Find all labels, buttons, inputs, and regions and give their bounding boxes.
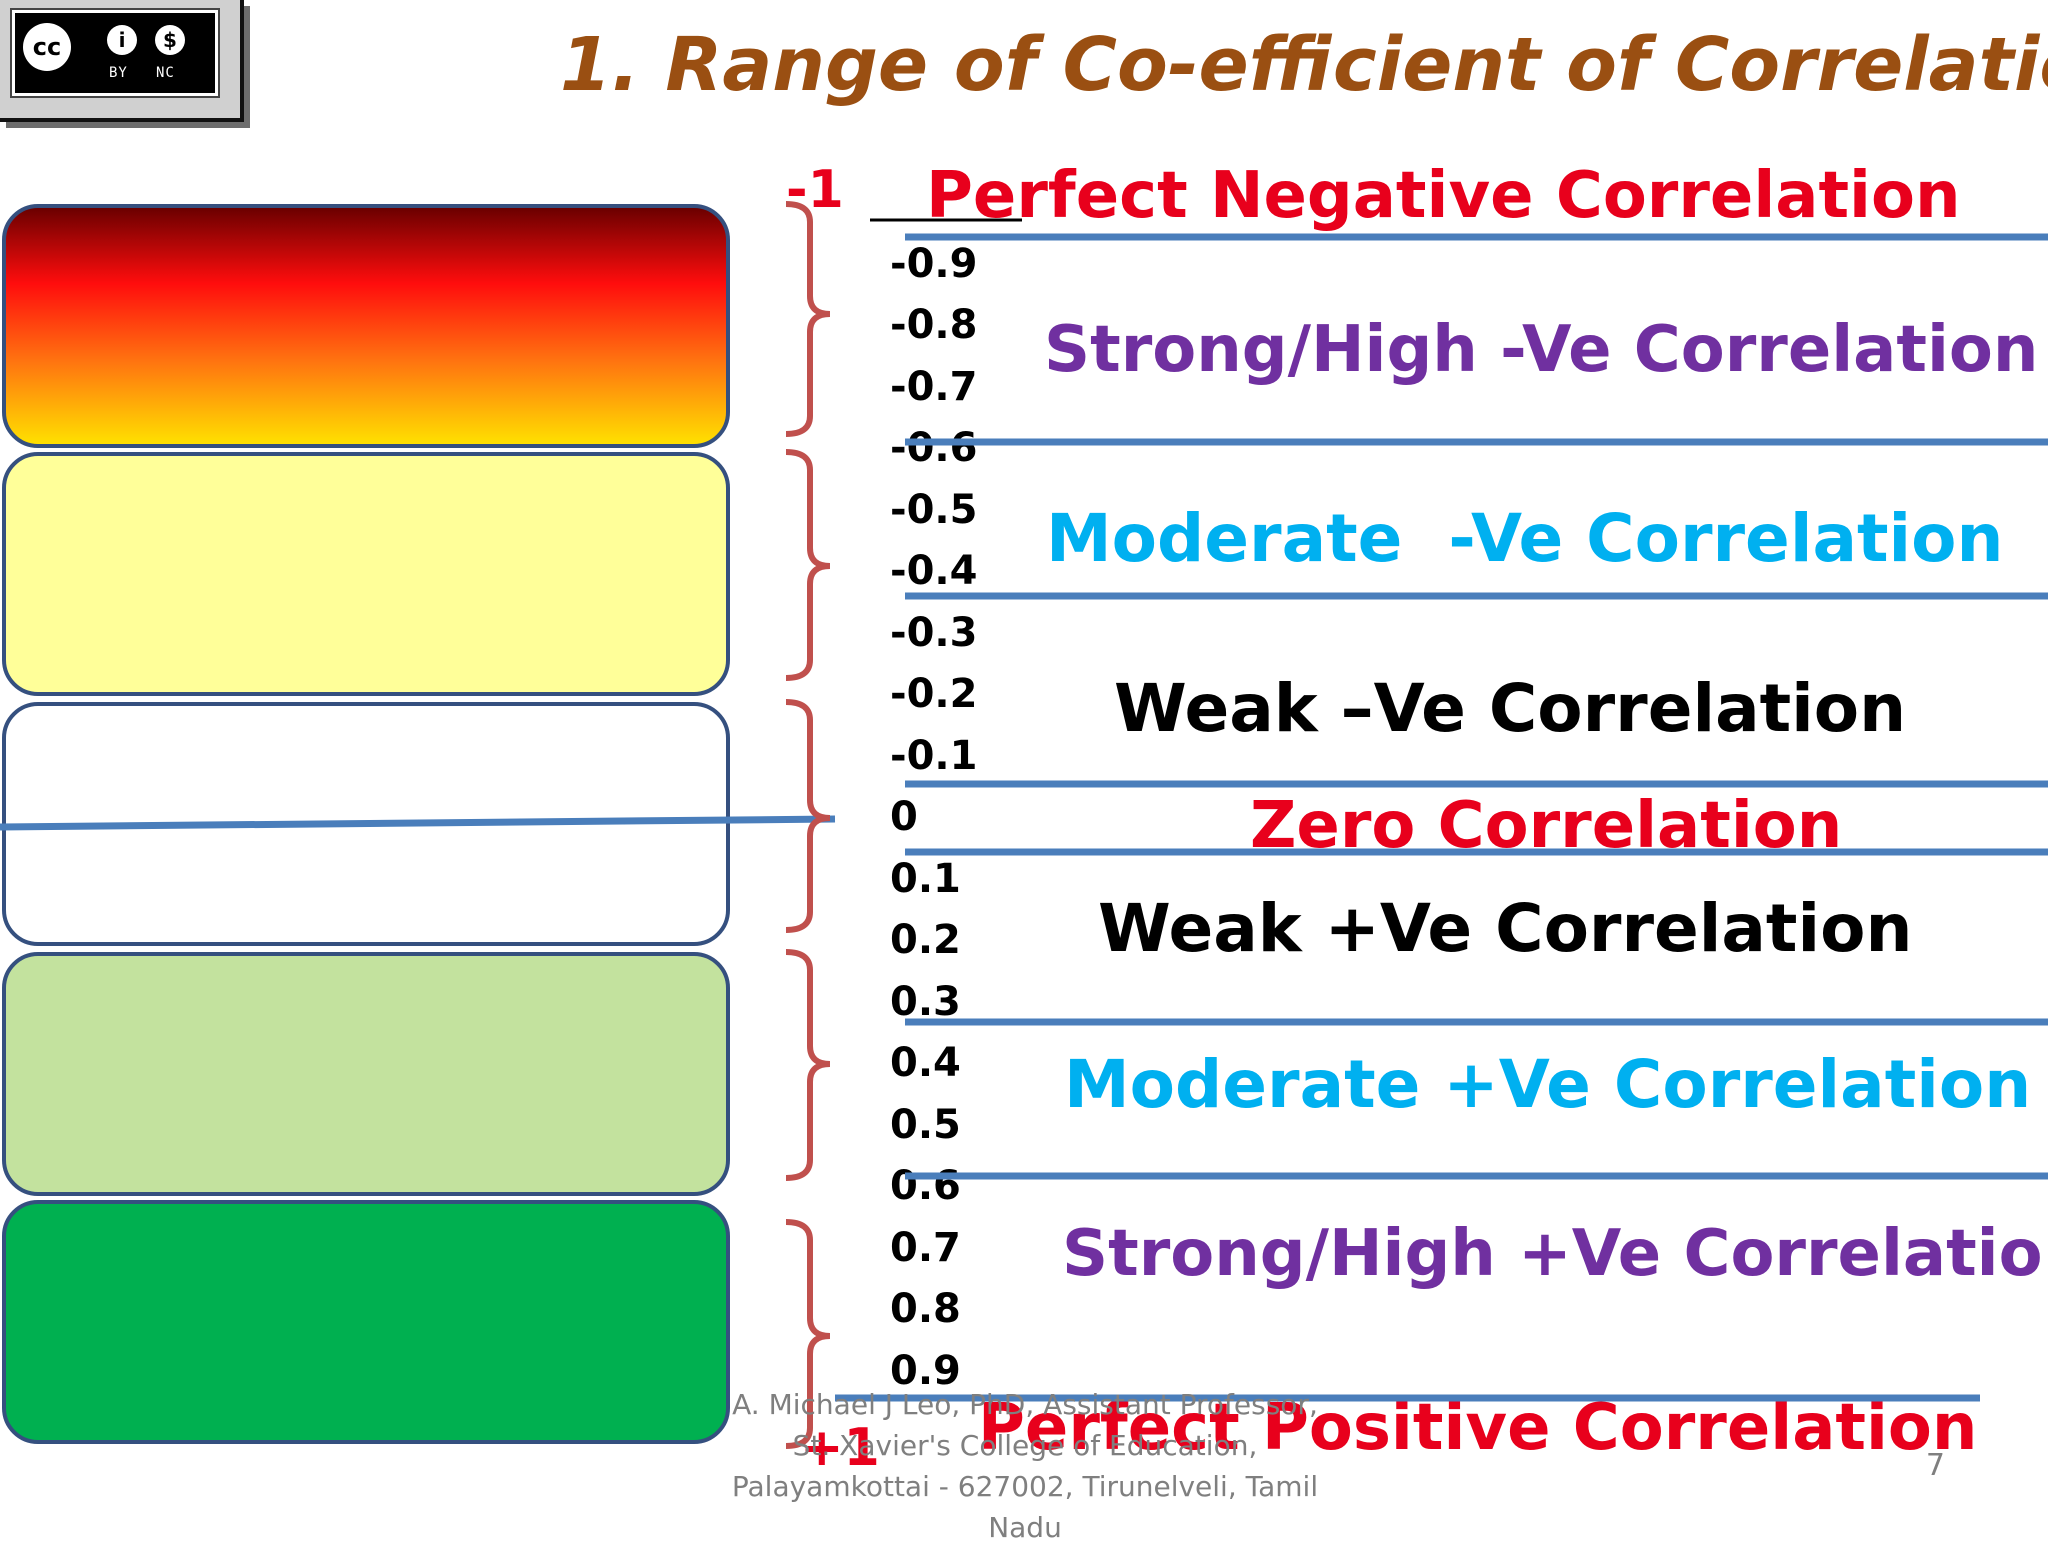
nc-label: NC — [156, 65, 175, 81]
scale-value: 0.1 — [890, 856, 961, 902]
scale-value: 0.5 — [890, 1102, 961, 1148]
scale-start: -1 — [786, 160, 844, 220]
band-strong-negative — [2, 204, 730, 448]
brace-weak — [785, 699, 831, 933]
band-moderate-positive — [2, 952, 730, 1196]
scale-value: -0.9 — [890, 241, 978, 287]
brace-strong-negative — [785, 201, 831, 437]
scale-value: -0.2 — [890, 671, 978, 717]
label-strong-positive: Strong/High +Ve Correlation — [1062, 1217, 2048, 1291]
cc-logo: cc — [23, 23, 71, 71]
band-strong-positive — [2, 1200, 730, 1444]
scale-value: 0.6 — [890, 1163, 961, 1209]
label-perfect-positive: Perfect Positive Correlation — [978, 1391, 1978, 1465]
label-moderate-negative: Moderate -Ve Correlation — [1046, 500, 2004, 577]
footer-credit: A. Michael J Leo, PhD, Assistant Profess… — [731, 1388, 1319, 1544]
slide-number: 7 — [1925, 1448, 1945, 1483]
scale-value: -0.3 — [890, 610, 978, 656]
scale-value: 0.9 — [890, 1348, 961, 1394]
scale-end: +1 — [800, 1418, 880, 1478]
scale-value: 0.8 — [890, 1286, 961, 1332]
brace-strong-positive — [785, 1219, 831, 1449]
scale-value: 0.2 — [890, 917, 961, 963]
scale-value: -0.1 — [890, 733, 978, 779]
scale-value: 0.7 — [890, 1225, 961, 1271]
noncommercial-icon: $ — [155, 25, 185, 55]
scale-value: 0.4 — [890, 1040, 961, 1086]
label-weak-positive: Weak +Ve Correlation — [1098, 890, 1913, 967]
label-strong-negative: Strong/High -Ve Correlation — [1044, 313, 2039, 387]
label-zero: Zero Correlation — [1250, 789, 1843, 863]
scale-value: 0 — [890, 794, 918, 840]
label-weak-negative: Weak –Ve Correlation — [1114, 670, 1907, 747]
page-title: 1. Range of Co-efficient of Correlation — [560, 22, 2048, 108]
scale-value: -0.4 — [890, 548, 978, 594]
by-label: BY — [109, 65, 128, 81]
scale-value: -0.5 — [890, 487, 978, 533]
attribution-icon: i — [107, 25, 137, 55]
band-moderate-negative — [2, 452, 730, 696]
cc-by-nc-icon: cc i $ BY NC — [10, 8, 220, 98]
label-moderate-positive: Moderate +Ve Correlation — [1064, 1046, 2032, 1123]
label-perfect-negative: Perfect Negative Correlation — [926, 159, 1961, 233]
brace-moderate-negative — [785, 449, 831, 681]
brace-moderate-positive — [785, 949, 831, 1181]
scale-value: -0.7 — [890, 364, 978, 410]
scale-value: -0.8 — [890, 302, 978, 348]
scale-value: -0.6 — [890, 425, 978, 471]
scale-value: 0.3 — [890, 979, 961, 1025]
license-badge: cc i $ BY NC — [0, 0, 244, 122]
zero-line — [0, 815, 836, 831]
